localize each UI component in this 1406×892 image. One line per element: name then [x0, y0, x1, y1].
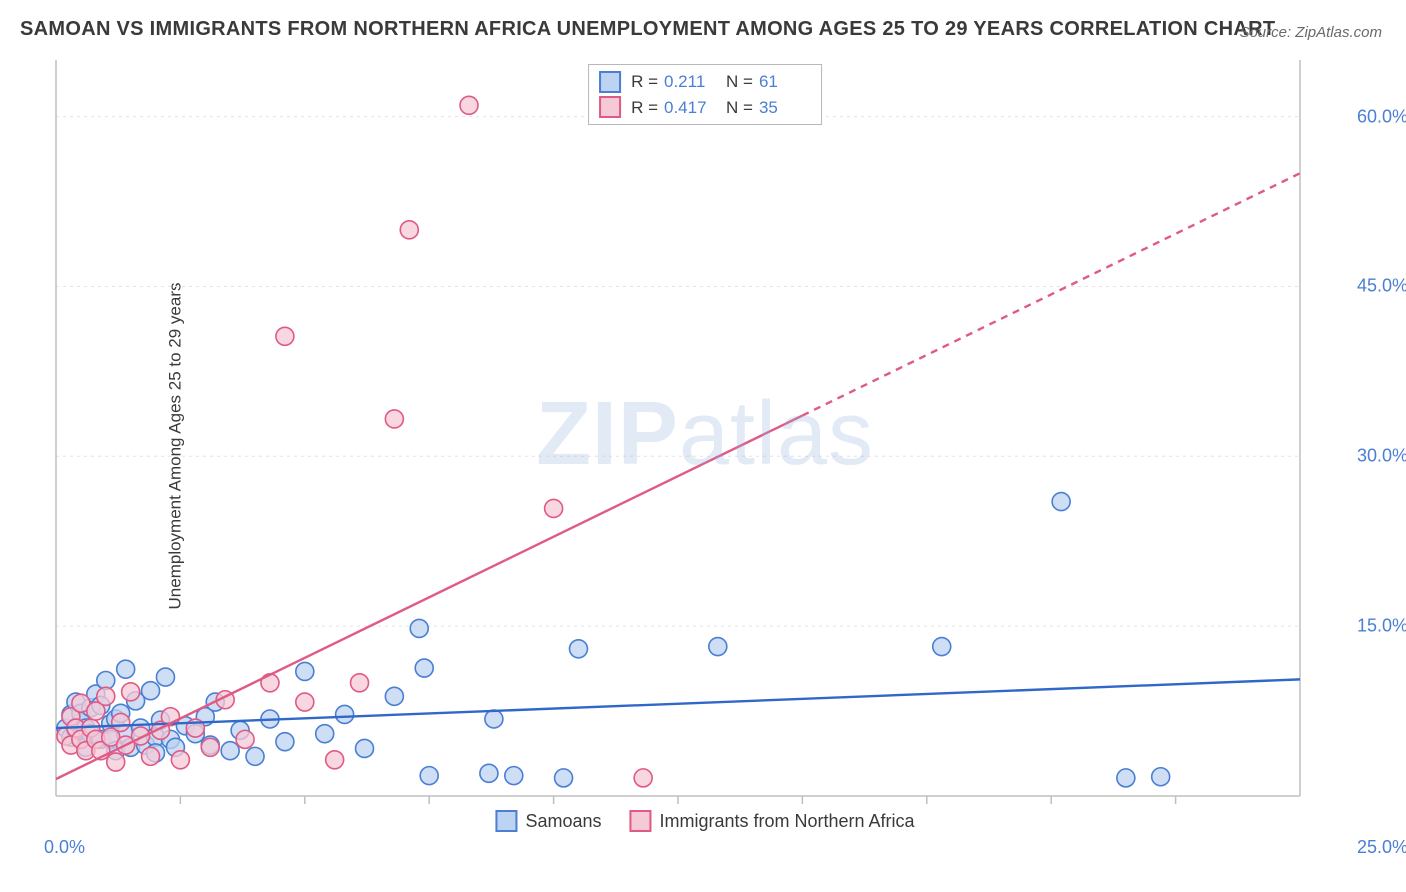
legend-stats: R = 0.211 N = 61 R = 0.417 N = 35 — [588, 64, 822, 125]
swatch-icon — [599, 96, 621, 118]
legend-series: Samoans Immigrants from Northern Africa — [495, 810, 914, 832]
r-value: 0.211 — [664, 69, 716, 95]
swatch-icon — [495, 810, 517, 832]
n-label: N = — [726, 69, 753, 95]
scatter-plot: ZIPatlas R = 0.211 N = 61 R = 0.417 N = … — [50, 60, 1360, 830]
r-label: R = — [631, 69, 658, 95]
legend-item: Samoans — [495, 810, 601, 832]
r-label: R = — [631, 95, 658, 121]
legend-item: Immigrants from Northern Africa — [629, 810, 914, 832]
n-value: 61 — [759, 69, 811, 95]
y-tick-label: 60.0% — [1357, 106, 1406, 127]
x-tick-origin: 0.0% — [44, 837, 85, 858]
r-value: 0.417 — [664, 95, 716, 121]
legend-stats-row: R = 0.211 N = 61 — [599, 69, 811, 95]
y-tick-label: 30.0% — [1357, 446, 1406, 467]
y-tick-label: 45.0% — [1357, 276, 1406, 297]
page-title: SAMOAN VS IMMIGRANTS FROM NORTHERN AFRIC… — [20, 18, 1275, 41]
y-tick-label: 15.0% — [1357, 616, 1406, 637]
x-tick-far: 25.0% — [1357, 837, 1406, 858]
source-label: Source: ZipAtlas.com — [1239, 24, 1382, 41]
n-value: 35 — [759, 95, 811, 121]
plot-svg — [50, 60, 1360, 830]
legend-stats-row: R = 0.417 N = 35 — [599, 95, 811, 121]
n-label: N = — [726, 95, 753, 121]
legend-label: Immigrants from Northern Africa — [659, 811, 914, 832]
swatch-icon — [599, 71, 621, 93]
swatch-icon — [629, 810, 651, 832]
legend-label: Samoans — [525, 811, 601, 832]
